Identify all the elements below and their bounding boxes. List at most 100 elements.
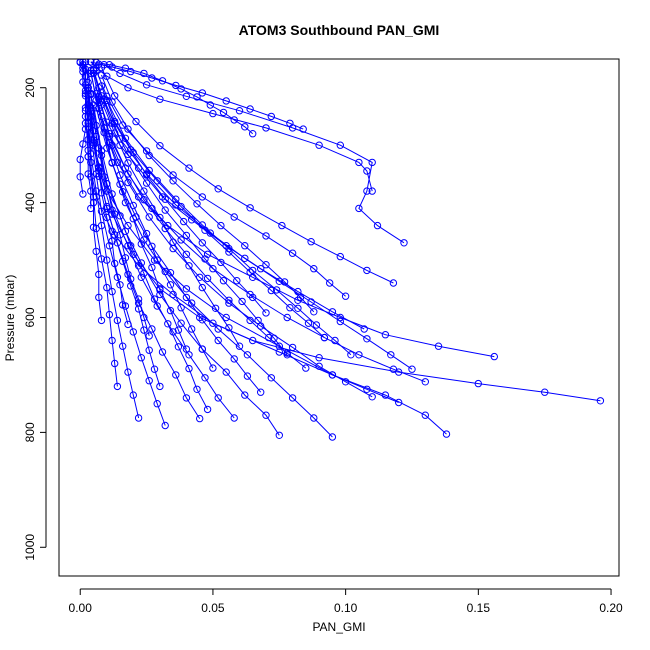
series-line — [101, 116, 333, 438]
data-point — [474, 379, 482, 388]
data-point — [249, 336, 257, 345]
data-point — [541, 388, 549, 396]
data-point — [211, 304, 220, 312]
data-point — [283, 351, 291, 359]
x-tick-label: 0.05 — [201, 601, 225, 615]
data-point — [119, 188, 127, 196]
y-tick-label: 200 — [23, 77, 37, 97]
data-point — [87, 59, 95, 66]
series-line — [87, 87, 447, 435]
data-point — [363, 266, 371, 275]
series-33 — [92, 59, 257, 138]
data-point — [89, 223, 98, 232]
series-9 — [87, 89, 238, 422]
data-point — [180, 217, 188, 226]
data-point — [87, 204, 95, 213]
data-point — [288, 249, 297, 257]
data-point — [320, 333, 329, 342]
data-point — [230, 213, 238, 221]
y-tick-label: 400 — [23, 192, 37, 212]
data-point — [103, 180, 111, 188]
data-point — [299, 125, 307, 133]
data-point — [95, 293, 103, 302]
data-point — [81, 112, 90, 121]
data-point — [156, 142, 164, 150]
data-point — [153, 256, 161, 264]
data-point — [257, 265, 265, 273]
series-13 — [95, 92, 429, 386]
data-point — [87, 90, 95, 99]
data-point — [408, 365, 416, 373]
plot-frame — [58, 58, 620, 577]
data-point — [336, 141, 344, 149]
data-point — [142, 81, 151, 89]
data-point — [127, 67, 135, 76]
series-17 — [87, 59, 376, 195]
data-point — [278, 221, 286, 230]
data-point — [156, 95, 164, 103]
data-point — [172, 195, 180, 203]
data-point — [206, 101, 215, 109]
data-point — [241, 391, 249, 399]
data-point — [76, 155, 84, 164]
data-point — [103, 256, 111, 264]
data-point — [331, 336, 339, 345]
y-tick-label: 800 — [23, 422, 37, 442]
data-point — [97, 82, 106, 90]
data-point — [97, 189, 106, 197]
data-point — [373, 221, 382, 230]
data-point — [257, 388, 265, 396]
data-point — [95, 172, 103, 180]
data-point — [434, 342, 443, 350]
data-point — [395, 398, 403, 407]
data-point — [185, 164, 193, 172]
data-point — [275, 277, 283, 285]
data-point — [172, 201, 180, 209]
data-point — [400, 239, 408, 247]
data-point — [121, 134, 130, 143]
data-point — [108, 206, 116, 214]
data-point — [310, 265, 318, 273]
data-point — [161, 206, 169, 214]
data-point — [156, 290, 164, 299]
data-point — [347, 351, 355, 359]
data-point — [389, 365, 398, 373]
data-point — [172, 371, 180, 379]
data-point — [193, 385, 201, 393]
data-point — [129, 328, 138, 336]
data-point — [225, 324, 233, 332]
data-point — [188, 299, 196, 307]
data-point — [262, 124, 270, 132]
data-point — [177, 236, 185, 244]
data-point — [336, 317, 344, 326]
data-point — [341, 292, 350, 300]
data-point — [262, 411, 270, 419]
data-point — [315, 362, 323, 370]
data-point — [148, 74, 156, 82]
data-point — [249, 266, 257, 275]
x-tick-label: 0.15 — [467, 601, 491, 615]
data-point — [185, 262, 193, 270]
data-point — [119, 301, 127, 309]
data-point — [103, 202, 111, 211]
data-point — [174, 326, 183, 334]
series-line — [98, 87, 288, 356]
data-point — [129, 391, 138, 399]
data-point — [111, 231, 119, 239]
data-point — [153, 177, 161, 185]
data-point — [182, 92, 191, 101]
data-point — [182, 293, 191, 302]
series-line — [90, 61, 373, 192]
data-point — [95, 270, 103, 279]
data-point — [193, 93, 201, 101]
data-point — [209, 364, 217, 372]
data-point — [140, 69, 148, 78]
data-point — [368, 393, 376, 401]
data-point — [222, 313, 230, 322]
series-37 — [84, 101, 164, 391]
data-point — [156, 382, 164, 391]
data-point — [336, 252, 344, 261]
series-line — [95, 93, 495, 358]
data-point — [265, 333, 273, 342]
data-point — [150, 295, 159, 303]
